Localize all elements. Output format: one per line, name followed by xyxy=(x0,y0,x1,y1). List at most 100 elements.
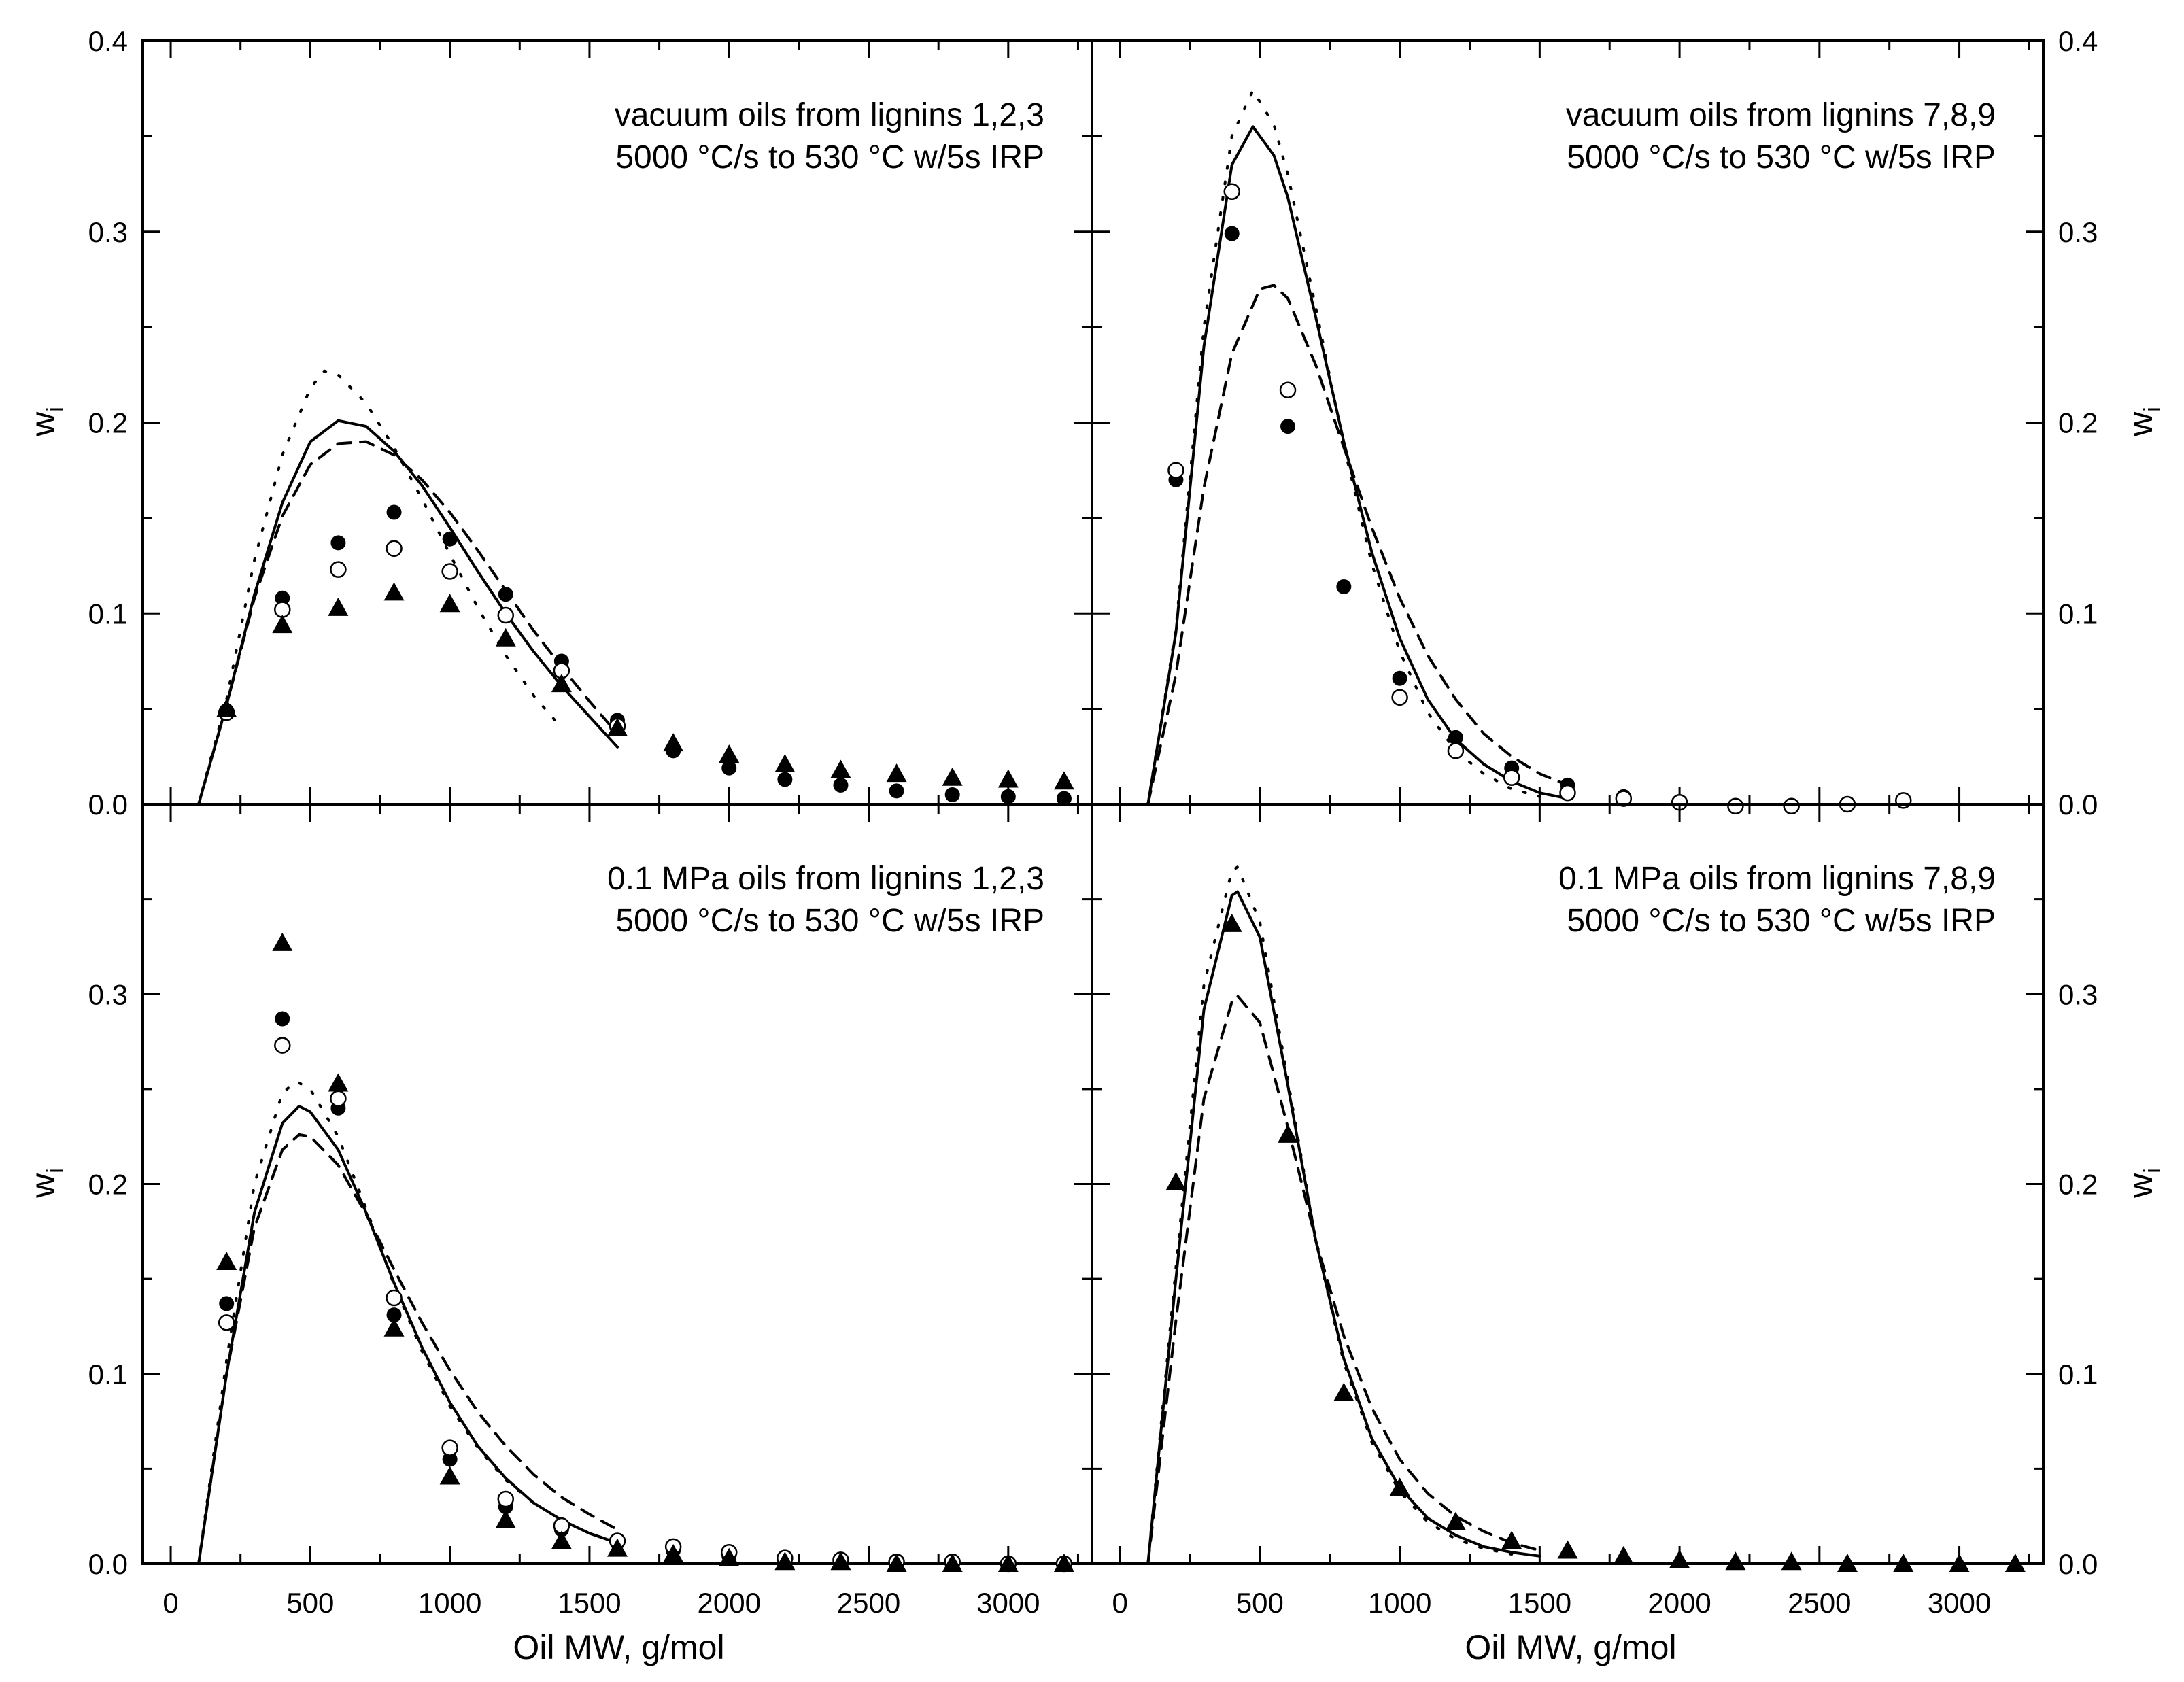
x-tick-label: 2500 xyxy=(837,1587,900,1619)
marker-open-circle xyxy=(330,1090,347,1108)
x-tick-label: 1500 xyxy=(558,1587,621,1619)
marker-filled-triangle xyxy=(439,594,460,613)
marker-filled-triangle xyxy=(551,1530,572,1549)
y-tick-label-right: 0.3 xyxy=(2058,216,2098,248)
marker-open-circle xyxy=(441,563,458,580)
marker-filled-triangle xyxy=(997,1554,1019,1572)
svg-text:wi: wi xyxy=(2121,407,2166,437)
marker-filled-triangle xyxy=(719,1547,740,1566)
y-tick-label-right: 0.2 xyxy=(2058,407,2098,439)
marker-filled-triangle xyxy=(551,674,572,693)
marker-open-circle xyxy=(218,1314,235,1331)
marker-filled-triangle xyxy=(663,1544,684,1563)
marker-filled-triangle xyxy=(997,769,1019,788)
y-axis-title-right-bottom: wi xyxy=(2121,1168,2166,1199)
marker-filled-triangle xyxy=(272,615,293,634)
marker-open-circle xyxy=(330,561,347,578)
marker-filled-triangle xyxy=(774,1551,796,1571)
marker-filled-triangle xyxy=(1333,1382,1354,1401)
marker-filled-triangle xyxy=(216,698,237,717)
dotted-curve xyxy=(1146,89,1541,806)
marker-filled-circle xyxy=(833,777,849,793)
annotation-line: vacuum oils from lignins 1,2,3 xyxy=(615,97,1044,133)
marker-filled-triangle xyxy=(1669,1549,1690,1568)
marker-open-circle xyxy=(497,606,515,624)
marker-filled-triangle xyxy=(942,767,963,786)
y-title-main: w xyxy=(2121,411,2160,437)
y-axis-title-left-top: wi xyxy=(24,407,68,437)
x-tick-label: 3000 xyxy=(976,1587,1040,1619)
y-tick-label-right: 0.2 xyxy=(2058,1169,2098,1201)
y-tick-label: 0.1 xyxy=(88,1358,128,1390)
chart-panel-top-right: 0.0 0.1 0.2 0.3 0.4 vacuum oils from lignins … xyxy=(1091,25,2098,821)
svg-text:wi: wi xyxy=(2121,1168,2166,1199)
y-title-subscript: i xyxy=(2140,1168,2166,1173)
y-tick-label-right: 0.0 xyxy=(2058,1548,2098,1580)
annotation-line: 5000 °C/s to 530 °C w/5s IRP xyxy=(1567,903,1996,939)
annotation-line: 0.1 MPa oils from lignins 1,2,3 xyxy=(607,861,1044,897)
marker-filled-triangle xyxy=(1053,771,1074,790)
annotation-line: vacuum oils from lignins 7,8,9 xyxy=(1566,97,1996,133)
chart-panel-top-left: 0.0 0.1 0.2 0.3 0.4 vacuum oils from lignins … xyxy=(88,25,1093,821)
annotation-line: 5000 °C/s to 530 °C w/5s IRP xyxy=(1567,139,1996,175)
annotation-line: 0.1 MPa oils from lignins 7,8,9 xyxy=(1558,861,1996,897)
marker-open-circle xyxy=(1167,462,1184,479)
y-tick-label-right: 0.4 xyxy=(2058,25,2098,57)
x-tick-label: 0 xyxy=(1112,1587,1127,1619)
marker-filled-triangle xyxy=(774,754,796,773)
marker-filled-triangle xyxy=(719,744,740,763)
marker-filled-circle xyxy=(1000,789,1016,804)
marker-filled-circle xyxy=(1448,730,1463,745)
marker-filled-triangle xyxy=(1949,1554,1970,1572)
plot-layer: 0.0 0.1 0.2 0.3 0.4 vacuum oils from lignins … xyxy=(88,25,2098,1619)
dashed-curve xyxy=(1146,995,1541,1565)
marker-filled-circle xyxy=(386,504,402,520)
marker-filled-triangle xyxy=(2004,1554,2026,1572)
marker-filled-triangle xyxy=(1053,1554,1074,1572)
marker-open-circle xyxy=(1447,742,1465,759)
dashed-curve xyxy=(197,440,619,806)
y-tick-label: 0.3 xyxy=(88,978,128,1010)
marker-filled-circle xyxy=(1392,670,1407,686)
y-tick-label: 0.2 xyxy=(88,407,128,439)
marker-filled-circle xyxy=(330,535,346,551)
y-tick-label: 0.4 xyxy=(88,25,128,57)
marker-filled-triangle xyxy=(607,1538,628,1557)
marker-filled-triangle xyxy=(1557,1540,1578,1559)
marker-filled-circle xyxy=(442,531,458,547)
y-tick-label: 0.2 xyxy=(88,1169,128,1201)
marker-filled-triangle xyxy=(1725,1551,1746,1571)
marker-open-circle xyxy=(1279,381,1297,399)
annotation-line: 5000 °C/s to 530 °C w/5s IRP xyxy=(615,903,1044,939)
marker-filled-circle xyxy=(889,783,904,799)
marker-filled-triangle xyxy=(495,628,516,647)
marker-filled-triangle xyxy=(439,1466,460,1485)
marker-filled-circle xyxy=(219,1296,235,1311)
marker-filled-circle xyxy=(275,1011,290,1027)
marker-open-circle xyxy=(386,1289,403,1307)
annotation-line: 5000 °C/s to 530 °C w/5s IRP xyxy=(615,139,1044,175)
y-title-subscript: i xyxy=(42,407,68,412)
marker-filled-circle xyxy=(1280,419,1296,434)
x-tick-label: 500 xyxy=(1236,1587,1284,1619)
x-axis-title-right: Oil MW, g/mol xyxy=(1465,1628,1676,1666)
marker-filled-triangle xyxy=(886,763,907,783)
y-title-subscript: i xyxy=(2140,407,2166,412)
y-tick-label-right: 0.1 xyxy=(2058,1358,2098,1390)
marker-open-circle xyxy=(441,1439,458,1456)
marker-open-circle xyxy=(497,1490,515,1508)
marker-open-circle xyxy=(1615,790,1633,807)
marker-filled-triangle xyxy=(1613,1545,1634,1564)
marker-filled-triangle xyxy=(942,1554,963,1572)
marker-filled-circle xyxy=(777,772,793,787)
marker-filled-circle xyxy=(944,787,960,802)
marker-filled-triangle xyxy=(495,1509,516,1528)
chart-panel-bottom-right: 0 500 1000 1500 2000 2500 3000 0.0 0.1 0.2 0.3 0.1 … xyxy=(1091,803,2098,1619)
y-tick-label: 0.1 xyxy=(88,598,128,630)
marker-filled-circle xyxy=(721,760,737,776)
marker-filled-triangle xyxy=(607,717,628,736)
dotted-curve xyxy=(197,1080,619,1565)
x-tick-label: 1000 xyxy=(418,1587,481,1619)
solid-curve xyxy=(1146,890,1541,1565)
